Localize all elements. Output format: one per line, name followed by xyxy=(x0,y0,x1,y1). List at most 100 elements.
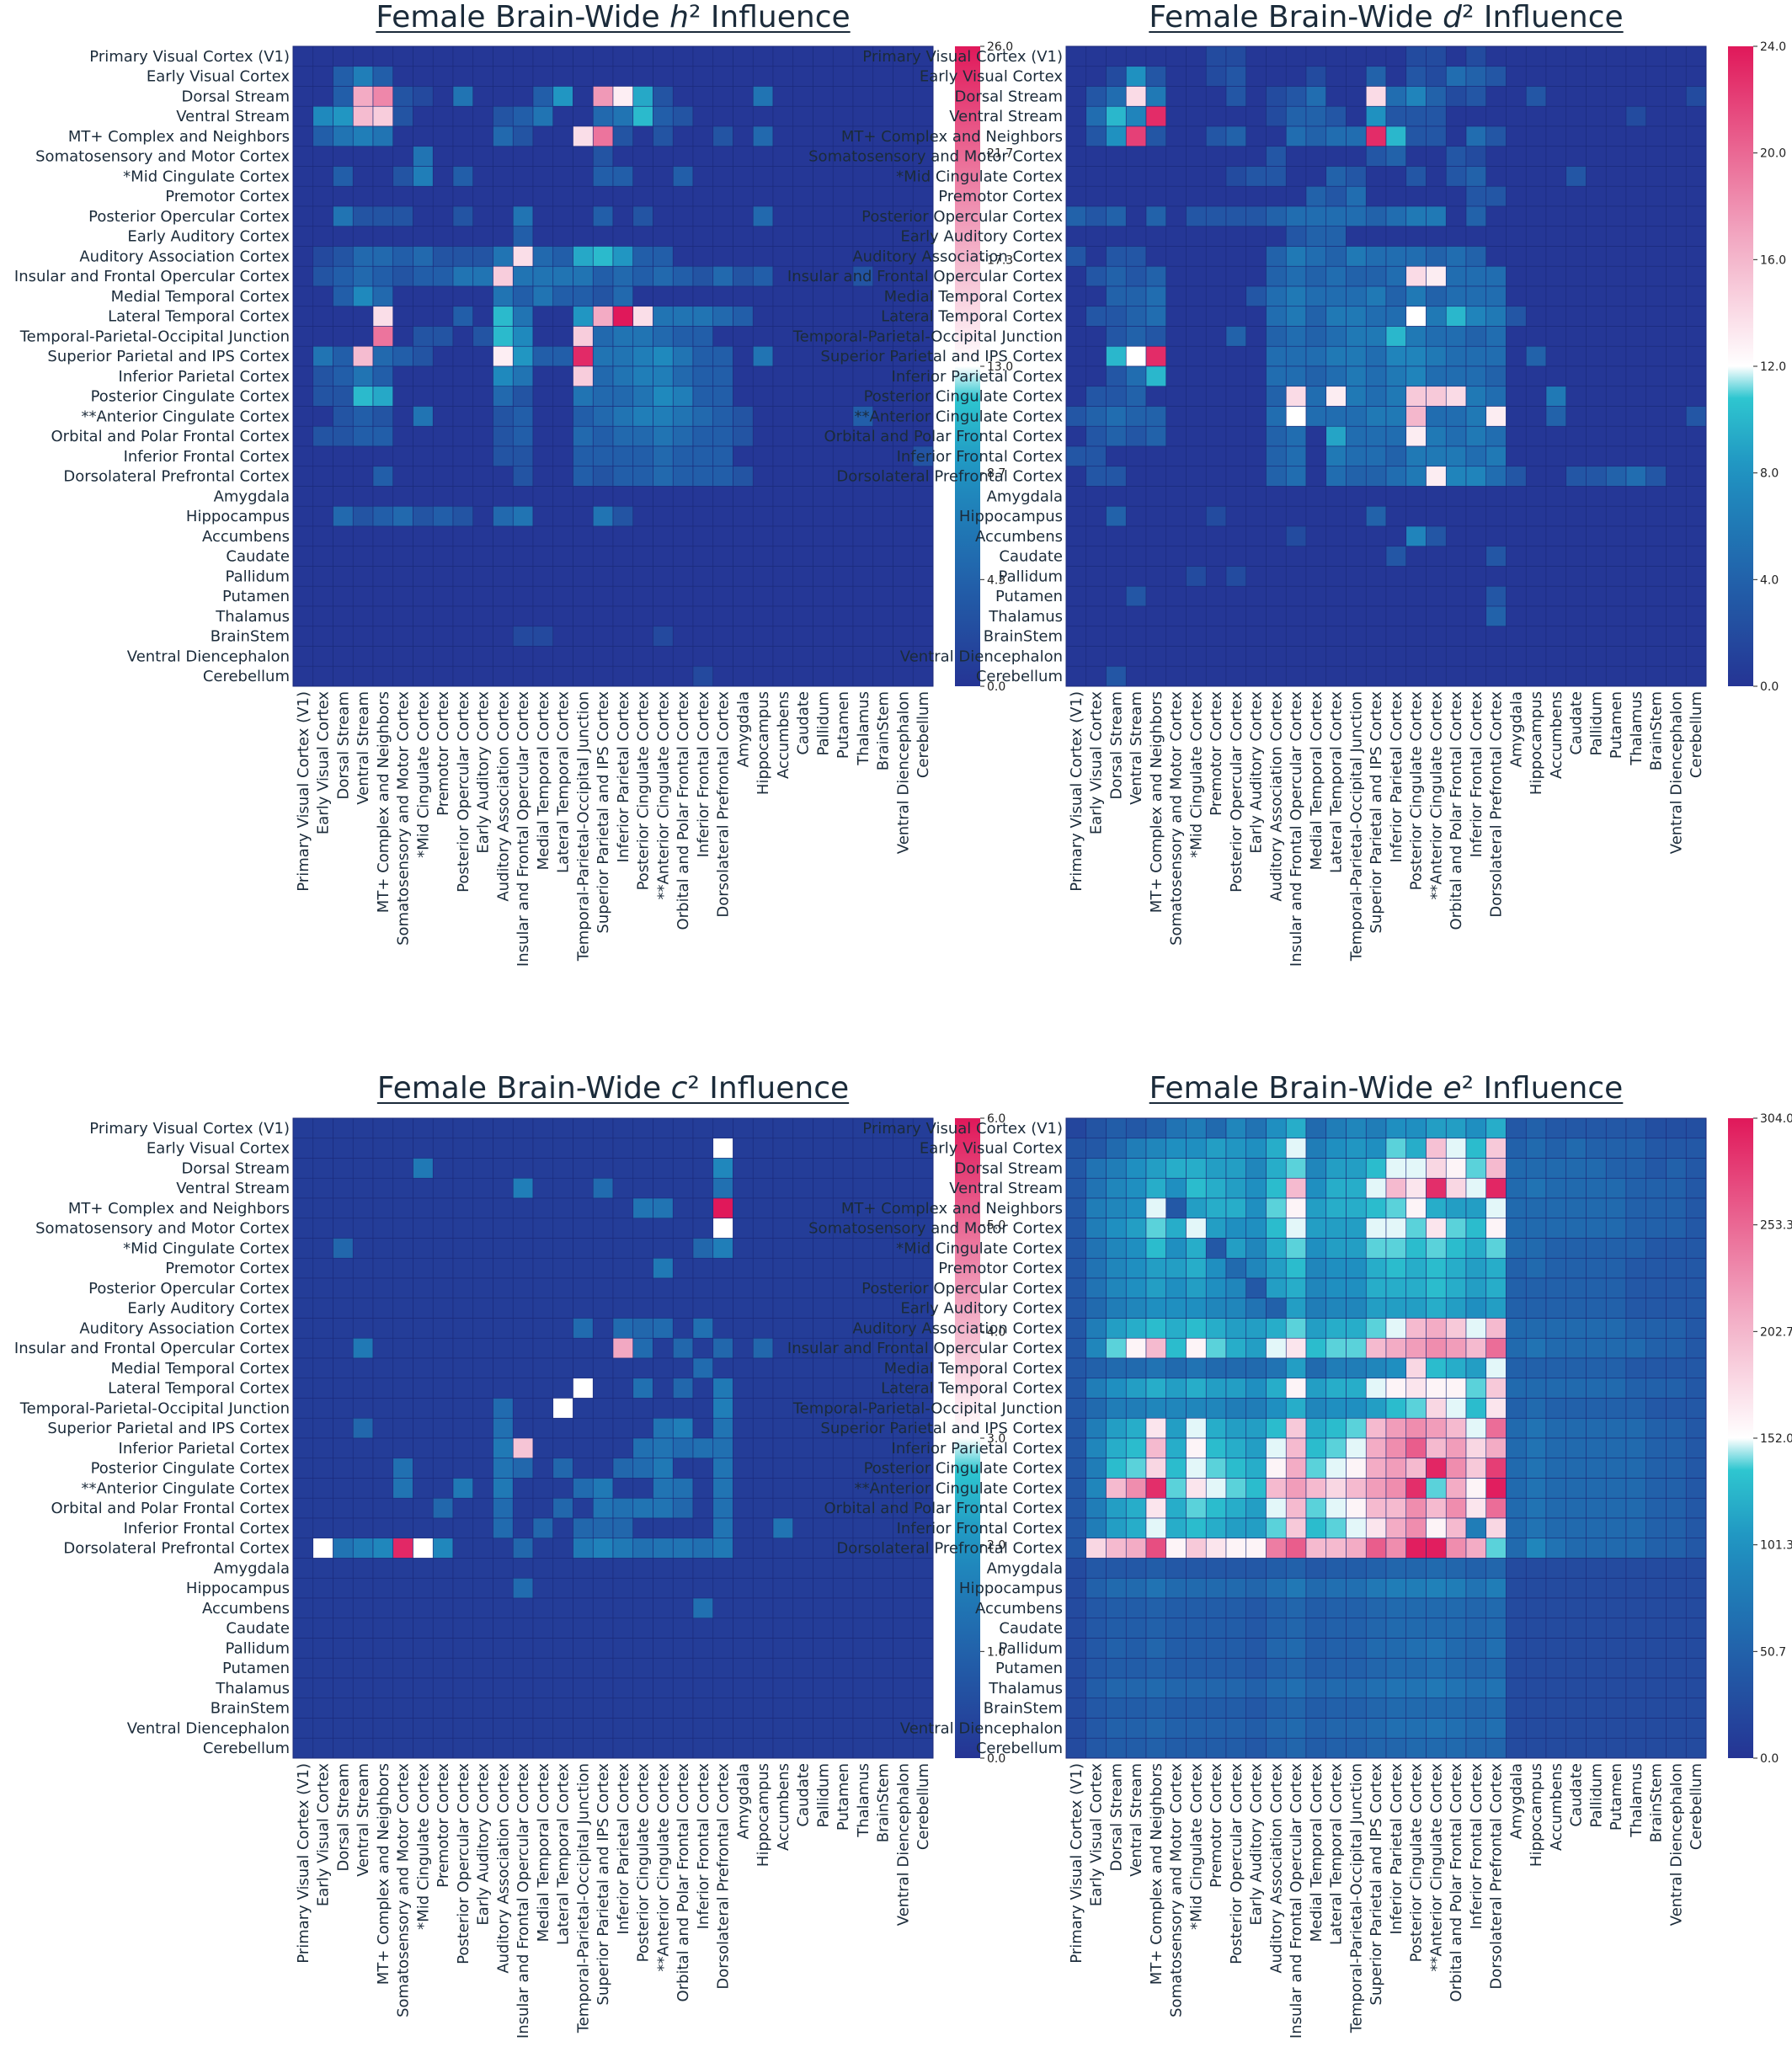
heatmap-cell xyxy=(1465,1497,1487,1519)
heatmap-cell xyxy=(1465,1698,1487,1719)
heatmap-cell xyxy=(1506,1478,1527,1499)
heatmap-cell xyxy=(1405,1437,1427,1459)
heatmap-cell xyxy=(1545,1577,1567,1599)
heatmap-cell xyxy=(632,1257,653,1279)
heatmap-cell xyxy=(1125,345,1147,367)
heatmap-cell xyxy=(392,146,413,167)
heatmap-cell xyxy=(1085,1657,1107,1679)
heatmap-cell xyxy=(813,406,834,427)
heatmap-cell xyxy=(312,86,333,107)
heatmap-cell xyxy=(1405,246,1427,267)
heatmap-cell xyxy=(1106,386,1127,407)
x-tick-label: Inferior Parietal Cortex xyxy=(615,1763,632,1935)
heatmap-cell xyxy=(1346,146,1367,167)
heatmap-cell xyxy=(1145,1718,1167,1739)
heatmap-cell xyxy=(312,1698,333,1719)
heatmap-cell xyxy=(1485,205,1507,227)
heatmap-cell xyxy=(413,246,434,267)
heatmap-cell xyxy=(1525,1138,1547,1159)
heatmap-cell xyxy=(772,1197,794,1219)
heatmap-cell xyxy=(692,1398,714,1419)
heatmap-cell xyxy=(493,1558,514,1579)
heatmap-cell xyxy=(333,365,354,387)
heatmap-cell xyxy=(1245,265,1267,287)
heatmap-cell xyxy=(1225,86,1247,107)
heatmap-cell xyxy=(692,345,714,367)
heatmap-cell xyxy=(612,646,634,667)
heatmap-cell xyxy=(1625,1117,1647,1139)
heatmap-cell xyxy=(772,185,794,207)
heatmap-cell xyxy=(372,1238,394,1259)
heatmap-cell xyxy=(493,1197,514,1219)
heatmap-cell xyxy=(1205,306,1227,327)
heatmap-cell xyxy=(1605,626,1627,647)
heatmap-cell xyxy=(592,146,614,167)
heatmap-cell xyxy=(552,585,573,607)
heatmap-cell xyxy=(413,1357,434,1379)
heatmap-cell xyxy=(472,306,493,327)
x-tick-label: Dorsolateral Prefrontal Cortex xyxy=(1488,691,1506,918)
heatmap-cell xyxy=(1625,1638,1647,1659)
heatmap-cell xyxy=(432,445,454,467)
heatmap-cell xyxy=(573,166,594,187)
heatmap-cell xyxy=(452,185,474,207)
heatmap-cell xyxy=(413,1657,434,1679)
heatmap-cell xyxy=(552,226,573,247)
heatmap-cell xyxy=(1545,1197,1567,1219)
heatmap-cell xyxy=(1605,1618,1627,1639)
heatmap-cell xyxy=(612,425,634,447)
heatmap-cell xyxy=(912,1677,934,1699)
heatmap-cell xyxy=(1525,306,1547,327)
heatmap-cell xyxy=(1666,1357,1687,1379)
heatmap-cell xyxy=(1125,86,1147,107)
heatmap-cell xyxy=(872,86,893,107)
heatmap-cell xyxy=(813,585,834,607)
heatmap-cell xyxy=(792,1657,813,1679)
heatmap-cell xyxy=(432,246,454,267)
heatmap-cell xyxy=(1346,1677,1367,1699)
heatmap-cell xyxy=(552,365,573,387)
heatmap-cell xyxy=(1205,1177,1227,1199)
heatmap-cell xyxy=(432,185,454,207)
x-tick-label: Superior Parietal and IPS Cortex xyxy=(1368,1763,1385,2006)
heatmap-cell xyxy=(1545,1538,1567,1559)
heatmap-cell xyxy=(792,345,813,367)
heatmap-cell xyxy=(1085,466,1107,487)
heatmap-cell xyxy=(1485,1378,1507,1399)
heatmap-cell xyxy=(372,1318,394,1339)
heatmap-cell xyxy=(1225,105,1247,127)
heatmap-cell xyxy=(752,1737,774,1759)
x-tick-label: Ventral Stream xyxy=(1128,691,1145,805)
heatmap-cell xyxy=(512,185,534,207)
heatmap-cell xyxy=(712,1737,733,1759)
heatmap-cell xyxy=(1325,505,1347,527)
heatmap-cell xyxy=(432,66,454,87)
heatmap-cell xyxy=(1605,466,1627,487)
heatmap-cell xyxy=(893,1657,914,1679)
heatmap-cell xyxy=(1666,466,1687,487)
heatmap-cell xyxy=(573,1117,594,1139)
heatmap-cell xyxy=(352,505,374,527)
heatmap-cell xyxy=(413,605,434,627)
heatmap-cell xyxy=(512,1698,534,1719)
heatmap-cell xyxy=(452,1158,474,1179)
heatmap-cell xyxy=(532,125,554,147)
heatmap-cell xyxy=(1305,1558,1327,1579)
heatmap-cell xyxy=(1165,626,1187,647)
heatmap-cell xyxy=(1545,1657,1567,1679)
heatmap-cell xyxy=(1245,1718,1267,1739)
heatmap-cell xyxy=(692,1257,714,1279)
x-tick-label: Amygdala xyxy=(1507,691,1525,767)
heatmap-cell xyxy=(1625,86,1647,107)
heatmap-cell xyxy=(1465,1357,1487,1379)
heatmap-cell xyxy=(1305,1597,1327,1619)
heatmap-cell xyxy=(1506,105,1527,127)
y-tick-label: Insular and Frontal Opercular Cortex xyxy=(787,1340,1063,1357)
heatmap-cell xyxy=(672,226,694,247)
heatmap-cell xyxy=(1525,1657,1547,1679)
heatmap-cell xyxy=(1225,1597,1247,1619)
heatmap-cell xyxy=(1365,1158,1387,1179)
heatmap-cell xyxy=(733,1177,754,1199)
y-tick-label: Auditory Association Cortex xyxy=(852,248,1063,265)
heatmap-cell xyxy=(672,1138,694,1159)
